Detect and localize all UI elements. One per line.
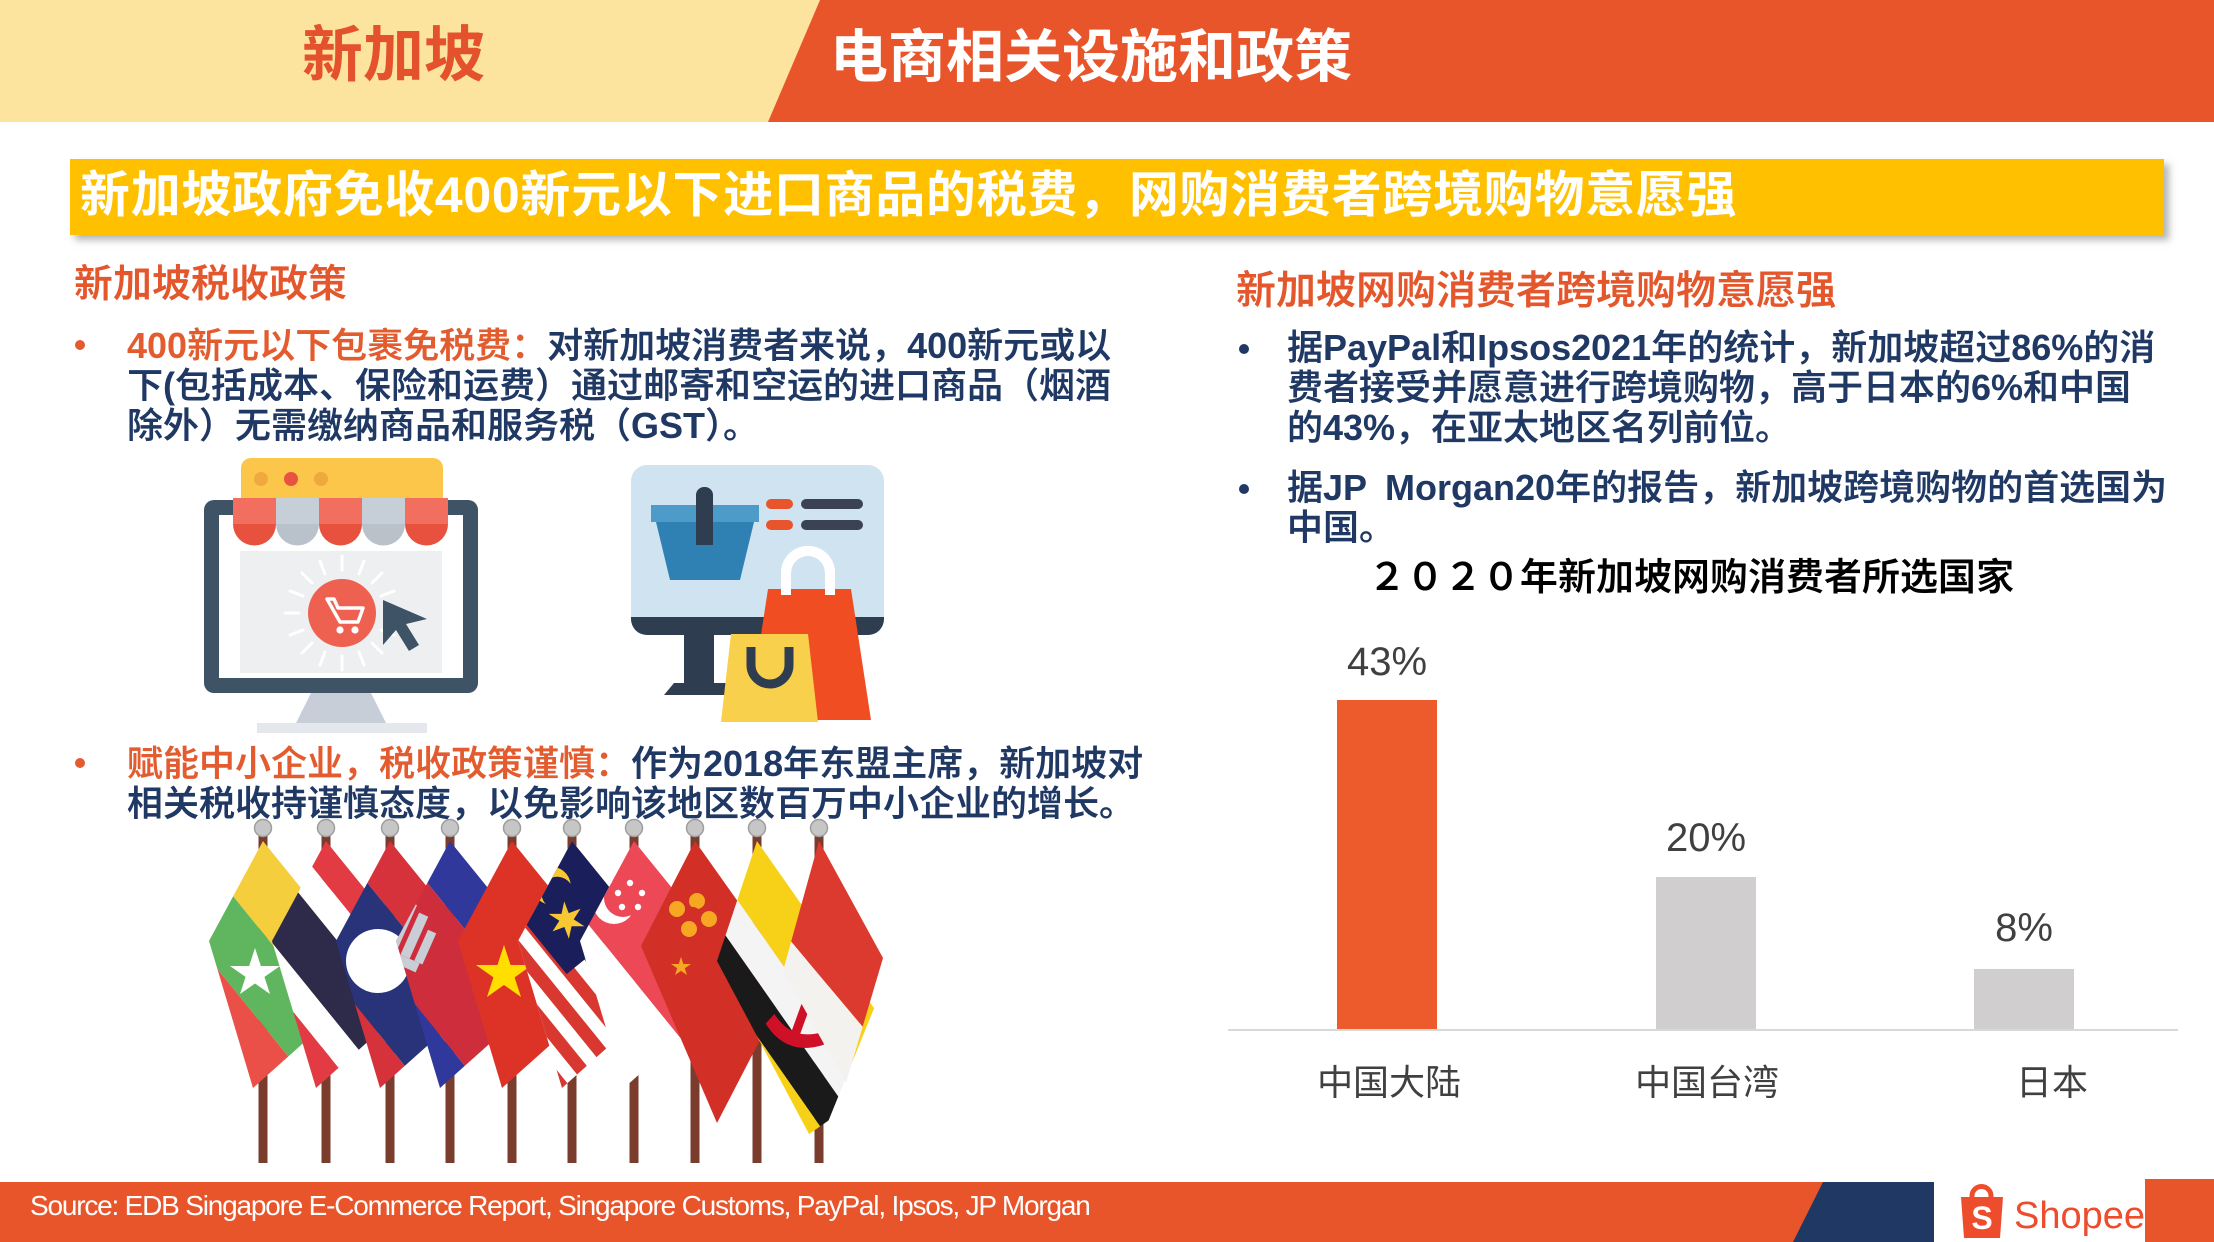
svg-text:S: S	[1971, 1200, 1992, 1236]
svg-text:Shopee: Shopee	[2014, 1195, 2145, 1237]
